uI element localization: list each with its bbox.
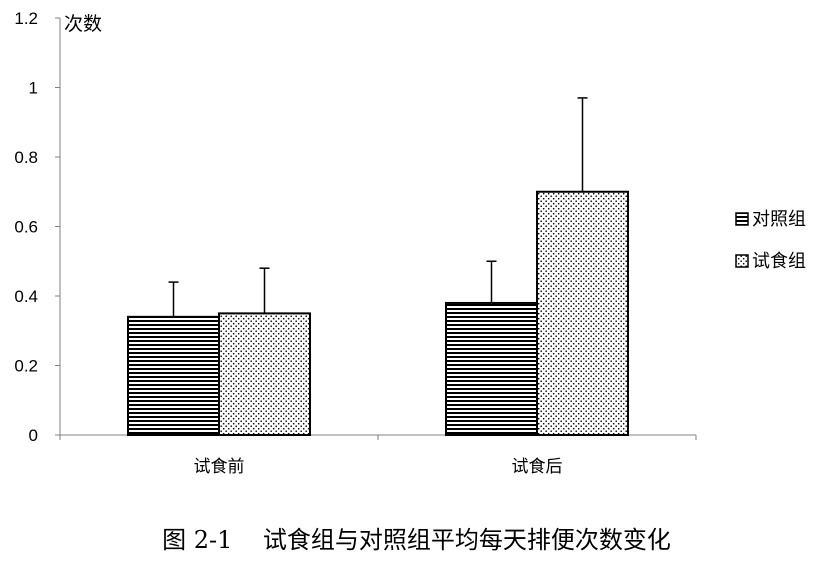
y-tick-label: 0.6 — [14, 218, 38, 237]
axes: 0 0.2 0.4 0.6 0.8 1 1.2 试食前 试食后 — [14, 9, 697, 477]
y-tick-label: 0.2 — [14, 357, 38, 376]
y-tick-label: 1 — [29, 79, 38, 98]
bar — [218, 312, 311, 436]
legend-label: 试食组 — [752, 251, 806, 272]
y-tick-label: 0.4 — [14, 287, 38, 306]
x-category-label: 试食后 — [512, 457, 563, 477]
y-axis-label: 次数 — [64, 13, 102, 35]
legend-label: 对照组 — [752, 209, 806, 230]
bar — [127, 315, 220, 437]
bars — [127, 190, 629, 437]
y-tick-label: 1.2 — [14, 9, 38, 28]
error-bars — [168, 97, 588, 317]
x-category-label: 试食前 — [194, 457, 245, 477]
bar — [536, 190, 629, 436]
y-tick-label: 0 — [29, 426, 38, 445]
legend-swatch — [735, 212, 749, 226]
figure-caption: 图 2-1 试食组与对照组平均每天排便次数变化 — [162, 526, 671, 554]
y-tick-label: 0.8 — [14, 148, 38, 167]
legend-swatch — [735, 254, 749, 268]
bar — [445, 301, 538, 437]
